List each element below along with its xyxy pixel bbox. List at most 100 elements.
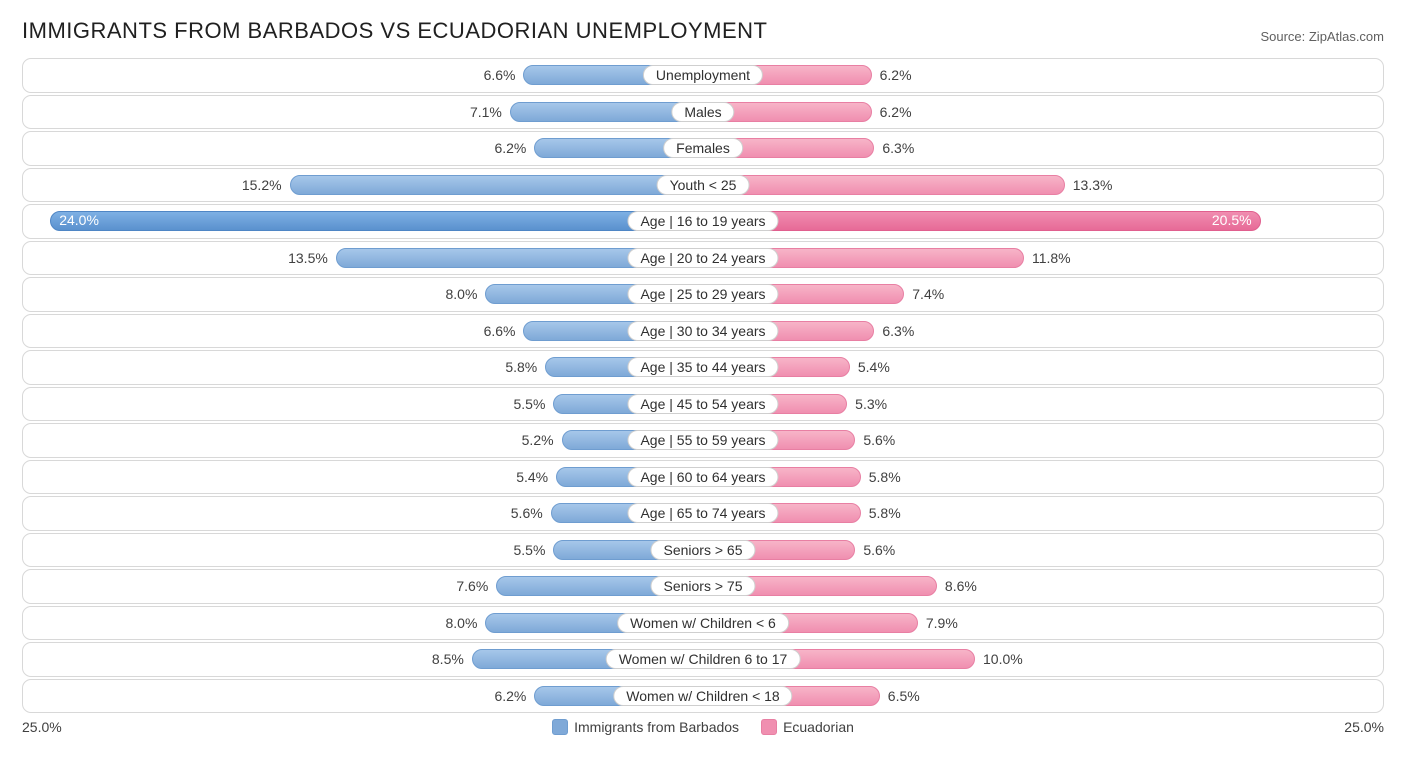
value-right: 7.9% — [926, 615, 958, 631]
row-right-half: 10.0% — [703, 643, 1383, 676]
row-right-half: 7.4% — [703, 278, 1383, 311]
chart-row: 24.0% 20.5% Age | 16 to 19 years — [22, 204, 1384, 239]
row-left-half: 5.2% — [23, 424, 703, 457]
chart-row: 7.6%8.6%Seniors > 75 — [22, 569, 1384, 604]
row-right-half: 8.6% — [703, 570, 1383, 603]
chart-row: 6.2%6.3%Females — [22, 131, 1384, 166]
row-right-half: 6.3% — [703, 315, 1383, 348]
chart-title: IMMIGRANTS FROM BARBADOS VS ECUADORIAN U… — [22, 18, 767, 44]
chart-row: 15.2% 13.3% Youth < 25 — [22, 168, 1384, 203]
value-left: 8.0% — [445, 286, 477, 302]
legend-label-left: Immigrants from Barbados — [574, 719, 739, 735]
chart-row: 5.2% 5.6% Age | 55 to 59 years — [22, 423, 1384, 458]
value-left: 5.4% — [516, 469, 548, 485]
row-left-half: 5.5% — [23, 534, 703, 567]
value-left: 5.5% — [513, 396, 545, 412]
row-left-half: 15.2% — [23, 169, 703, 202]
row-left-half: 7.1% — [23, 96, 703, 129]
value-right: 8.6% — [945, 578, 977, 594]
value-right: 10.0% — [983, 651, 1023, 667]
chart-header: IMMIGRANTS FROM BARBADOS VS ECUADORIAN U… — [22, 18, 1384, 44]
bar-left: 24.0% — [50, 211, 703, 231]
row-right-half: 5.4% — [703, 351, 1383, 384]
chart-row: 13.5% 11.8% Age | 20 to 24 years — [22, 241, 1384, 276]
value-left: 8.5% — [432, 651, 464, 667]
axis-right-label: 25.0% — [1344, 719, 1384, 735]
row-right-half: 5.8% — [703, 497, 1383, 530]
row-right-half: 7.9% — [703, 607, 1383, 640]
row-left-half: 5.8% — [23, 351, 703, 384]
row-left-half: 8.0% — [23, 278, 703, 311]
category-label: Age | 16 to 19 years — [627, 211, 778, 231]
axis-left-label: 25.0% — [22, 719, 62, 735]
row-right-half: 6.2% — [703, 96, 1383, 129]
source-link[interactable]: ZipAtlas.com — [1309, 29, 1384, 44]
diverging-bar-chart: 6.6%6.2%Unemployment7.1%6.2%Males6.2%6.3… — [22, 58, 1384, 713]
category-label: Women w/ Children < 18 — [613, 686, 792, 706]
row-left-half: 7.6% — [23, 570, 703, 603]
chart-row: 5.5%5.6%Seniors > 65 — [22, 533, 1384, 568]
value-right: 5.8% — [869, 505, 901, 521]
category-label: Women w/ Children < 6 — [617, 613, 789, 633]
category-label: Age | 30 to 34 years — [627, 321, 778, 341]
category-label: Age | 20 to 24 years — [627, 248, 778, 268]
category-label: Unemployment — [643, 65, 763, 85]
chart-row: 6.6% 6.2% Unemployment — [22, 58, 1384, 93]
row-left-half: 8.5% — [23, 643, 703, 676]
category-label: Age | 35 to 44 years — [627, 357, 778, 377]
category-label: Males — [671, 102, 734, 122]
row-right-half: 5.6% — [703, 534, 1383, 567]
chart-row: 5.6% 5.8% Age | 65 to 74 years — [22, 496, 1384, 531]
row-left-half: 5.5% — [23, 388, 703, 421]
row-left-half: 24.0% — [23, 205, 703, 238]
row-right-half: 13.3% — [703, 169, 1383, 202]
legend-label-right: Ecuadorian — [783, 719, 854, 735]
chart-row: 5.8% 5.4% Age | 35 to 44 years — [22, 350, 1384, 385]
category-label: Females — [663, 138, 743, 158]
value-left: 5.5% — [513, 542, 545, 558]
value-left: 7.1% — [470, 104, 502, 120]
chart-row: 5.5% 5.3%Age | 45 to 54 years — [22, 387, 1384, 422]
value-left: 8.0% — [445, 615, 477, 631]
value-right: 6.2% — [880, 104, 912, 120]
value-right: 6.2% — [880, 67, 912, 83]
row-right-half: 5.3% — [703, 388, 1383, 421]
legend-swatch-blue — [552, 719, 568, 735]
category-label: Youth < 25 — [657, 175, 750, 195]
chart-row: 6.6%6.3%Age | 30 to 34 years — [22, 314, 1384, 349]
value-left: 5.6% — [511, 505, 543, 521]
value-left: 5.8% — [505, 359, 537, 375]
value-right: 13.3% — [1073, 177, 1113, 193]
value-left: 6.6% — [484, 67, 516, 83]
row-left-half: 8.0% — [23, 607, 703, 640]
category-label: Age | 45 to 54 years — [627, 394, 778, 414]
category-label: Age | 55 to 59 years — [627, 430, 778, 450]
value-right: 20.5% — [1212, 212, 1252, 228]
chart-row: 8.0% 7.9% Women w/ Children < 6 — [22, 606, 1384, 641]
row-left-half: 13.5% — [23, 242, 703, 275]
row-left-half: 6.6% — [23, 59, 703, 92]
row-right-half: 5.6% — [703, 424, 1383, 457]
row-left-half: 6.2% — [23, 132, 703, 165]
value-right: 5.6% — [863, 432, 895, 448]
value-left: 13.5% — [288, 250, 328, 266]
value-right: 7.4% — [912, 286, 944, 302]
legend-item-right: Ecuadorian — [761, 719, 854, 735]
chart-footer: 25.0% Immigrants from Barbados Ecuadoria… — [22, 719, 1384, 735]
value-right: 5.8% — [869, 469, 901, 485]
legend: Immigrants from Barbados Ecuadorian — [552, 719, 854, 735]
row-right-half: 11.8% — [703, 242, 1383, 275]
source-prefix: Source: — [1260, 29, 1308, 44]
value-left: 15.2% — [242, 177, 282, 193]
bar-right: 20.5% — [703, 211, 1261, 231]
value-right: 11.8% — [1032, 250, 1071, 266]
chart-row: 8.5% 10.0% Women w/ Children 6 to 17 — [22, 642, 1384, 677]
chart-source: Source: ZipAtlas.com — [1260, 29, 1384, 44]
row-left-half: 5.6% — [23, 497, 703, 530]
value-right: 6.5% — [888, 688, 920, 704]
category-label: Women w/ Children 6 to 17 — [606, 649, 801, 669]
value-right: 5.4% — [858, 359, 890, 375]
row-right-half: 5.8% — [703, 461, 1383, 494]
category-label: Age | 65 to 74 years — [627, 503, 778, 523]
value-right: 5.6% — [863, 542, 895, 558]
